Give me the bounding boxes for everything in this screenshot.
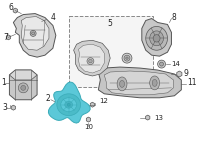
Polygon shape — [146, 115, 150, 120]
Text: 12: 12 — [99, 98, 108, 104]
Text: 2: 2 — [46, 94, 50, 103]
Polygon shape — [74, 40, 110, 76]
Ellipse shape — [65, 101, 73, 108]
Polygon shape — [79, 44, 104, 73]
Polygon shape — [21, 17, 49, 50]
Ellipse shape — [30, 30, 36, 36]
Polygon shape — [86, 117, 91, 122]
Polygon shape — [13, 14, 56, 57]
Polygon shape — [48, 82, 90, 123]
Text: 10: 10 — [84, 125, 93, 131]
Ellipse shape — [87, 58, 94, 65]
Ellipse shape — [89, 59, 92, 63]
Ellipse shape — [158, 60, 166, 68]
Text: 5: 5 — [108, 19, 113, 27]
Ellipse shape — [18, 83, 28, 93]
Text: 7: 7 — [3, 33, 8, 42]
Polygon shape — [90, 102, 95, 107]
Text: 1: 1 — [1, 78, 6, 87]
Polygon shape — [6, 35, 11, 40]
Polygon shape — [98, 67, 181, 98]
Polygon shape — [104, 71, 173, 95]
Ellipse shape — [150, 76, 160, 90]
Ellipse shape — [117, 77, 127, 91]
Ellipse shape — [21, 85, 26, 90]
Ellipse shape — [150, 31, 164, 46]
Ellipse shape — [67, 103, 70, 106]
Ellipse shape — [122, 53, 132, 63]
Text: 3: 3 — [2, 103, 7, 112]
Ellipse shape — [126, 57, 128, 59]
Text: 14: 14 — [171, 61, 180, 67]
Ellipse shape — [124, 55, 130, 61]
Polygon shape — [9, 70, 37, 100]
Ellipse shape — [152, 79, 157, 86]
Text: 11: 11 — [187, 78, 197, 87]
Text: 9: 9 — [183, 70, 188, 78]
Text: 8: 8 — [171, 13, 176, 22]
Polygon shape — [9, 70, 37, 80]
Text: 13: 13 — [155, 115, 164, 121]
Polygon shape — [13, 8, 17, 13]
Polygon shape — [11, 105, 16, 110]
Ellipse shape — [153, 35, 160, 42]
Ellipse shape — [146, 26, 167, 50]
Ellipse shape — [61, 98, 77, 112]
Polygon shape — [177, 71, 182, 77]
Ellipse shape — [32, 32, 35, 35]
Polygon shape — [142, 19, 171, 56]
Text: 4: 4 — [51, 13, 56, 22]
Ellipse shape — [57, 94, 81, 116]
Ellipse shape — [160, 62, 164, 66]
Text: 6: 6 — [9, 3, 14, 12]
Bar — [69, 16, 153, 87]
Ellipse shape — [120, 80, 125, 87]
